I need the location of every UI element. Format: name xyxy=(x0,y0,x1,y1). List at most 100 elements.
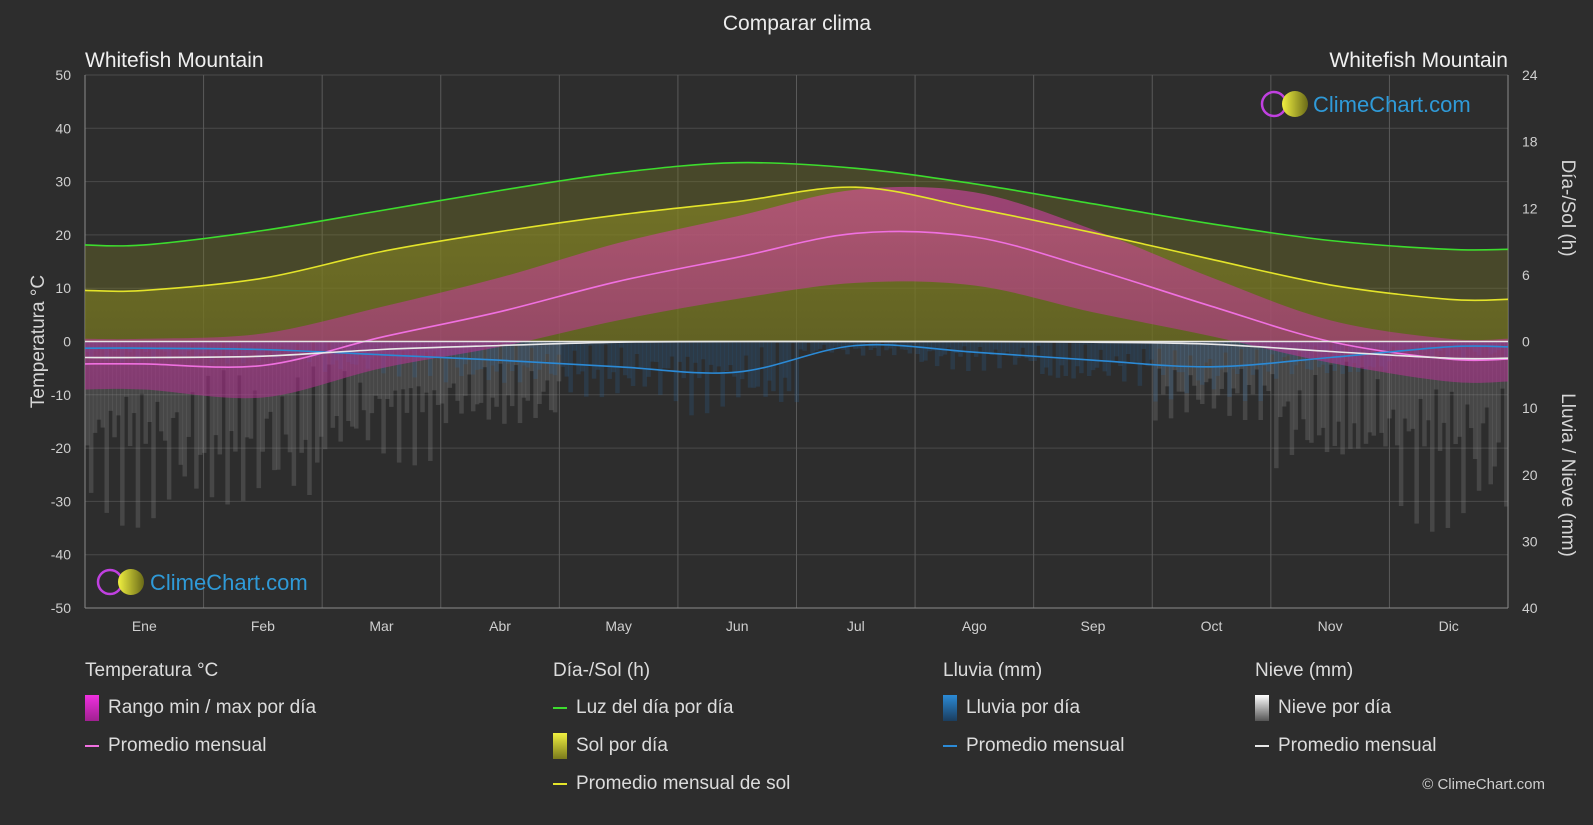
rain-day-bar xyxy=(1258,341,1263,402)
snow-day-bar xyxy=(1172,341,1178,371)
rain-day-bar xyxy=(810,341,815,354)
snow-day-bar xyxy=(1200,341,1205,405)
rain-day-bar xyxy=(1231,341,1236,369)
rain-day-bar xyxy=(732,341,737,377)
snow-day-bar xyxy=(287,341,293,453)
snow-day-bar xyxy=(548,341,554,411)
rain-day-bar xyxy=(864,341,870,344)
snow-day-bar xyxy=(396,341,402,463)
rain-day-bar xyxy=(1133,341,1139,362)
rain-day-bar xyxy=(1211,341,1217,390)
legend-snow-avg: Promedio mensual xyxy=(1255,734,1436,758)
snow-day-bar xyxy=(529,341,534,372)
snow-day-bar xyxy=(1161,341,1166,395)
snow-day-bar xyxy=(256,341,262,489)
right-tick-label-sun: 24 xyxy=(1522,67,1538,83)
snow-day-bar xyxy=(1188,341,1193,376)
snow-day-bar xyxy=(330,341,336,428)
legend-rain: Lluvia (mm) Lluvia por día Promedio mens… xyxy=(943,660,1124,772)
rain-day-bar xyxy=(681,341,686,379)
logo-bottom: ClimeChart.com xyxy=(96,568,308,596)
rain-day-bar xyxy=(630,341,636,386)
rain-day-bar xyxy=(1075,341,1080,367)
snow-day-bar xyxy=(389,341,394,407)
rain-day-bar xyxy=(568,341,573,393)
snow-day-bar xyxy=(451,341,456,384)
rain-day-bar xyxy=(1036,341,1041,346)
snow-day-bar xyxy=(1207,341,1213,379)
rain-day-bar xyxy=(677,341,683,362)
rain-day-bar xyxy=(564,341,570,377)
snow-day-bar xyxy=(1184,341,1189,413)
rain-day-bar xyxy=(954,341,959,354)
rain-day-bar xyxy=(708,341,714,365)
rain-day-bar xyxy=(572,341,577,351)
snow-day-bar xyxy=(318,341,324,437)
snow-day-bar xyxy=(272,341,277,471)
rain-day-bar xyxy=(942,341,948,355)
snow-day-bar xyxy=(428,341,433,461)
rain-day-bar xyxy=(1242,341,1248,402)
month-label: Ago xyxy=(962,618,987,634)
snow-day-bar xyxy=(1391,341,1396,410)
snow-day-bar xyxy=(1352,341,1357,424)
snow-day-bar xyxy=(1223,341,1228,373)
temp-avg-swatch xyxy=(85,745,99,747)
snow-day-bar xyxy=(1504,341,1509,507)
rain-day-bar xyxy=(537,341,542,370)
snow-day-bar xyxy=(545,341,550,381)
snow-day-bar xyxy=(1250,341,1256,395)
right-tick-label-precip: 10 xyxy=(1522,400,1538,416)
rain-day-bar xyxy=(1172,341,1178,351)
snow-day-bar xyxy=(361,341,367,411)
month-label: Abr xyxy=(489,618,511,634)
snow-day-bar xyxy=(502,341,507,424)
snow-day-bar xyxy=(385,341,390,399)
rain-day-bar xyxy=(689,341,694,416)
snow-day-bar xyxy=(525,341,531,401)
legend-snow-day: Nieve por día xyxy=(1255,695,1436,721)
left-tick-label: 10 xyxy=(55,280,71,296)
right-tick-label-sun: 12 xyxy=(1522,200,1538,216)
rain-day-bar xyxy=(455,341,460,368)
snow-day-bar xyxy=(1398,341,1404,507)
snow-day-bar xyxy=(201,341,207,453)
snow-day-bar xyxy=(1266,341,1271,392)
rain-day-bar xyxy=(1235,341,1240,375)
legend-snow-avg-label: Promedio mensual xyxy=(1278,735,1437,756)
snow-day-bar xyxy=(276,341,281,470)
rain-day-bar xyxy=(782,341,788,378)
snow-day-bar xyxy=(377,341,382,399)
snow-day-bar xyxy=(1340,341,1345,455)
rain-day-bar xyxy=(895,341,901,344)
rain-day-bar xyxy=(1184,341,1189,394)
snow-day-bar xyxy=(1367,341,1373,433)
rain-day-bar xyxy=(833,341,839,347)
rain-day-bar xyxy=(1125,341,1131,355)
snow-day-bar xyxy=(303,341,308,440)
legend-rain-day-label: Lluvia por día xyxy=(966,697,1081,718)
right-tick-label-precip: 30 xyxy=(1522,533,1538,549)
rain-day-bar xyxy=(552,341,558,376)
rain-day-bar xyxy=(1122,341,1127,382)
rain-day-bar xyxy=(712,341,718,374)
rain-day-bar xyxy=(1266,341,1271,372)
snow-day-bar xyxy=(104,341,109,513)
rain-swatch xyxy=(943,695,957,721)
snow-day-bar xyxy=(381,341,386,454)
rain-day-bar xyxy=(1164,341,1170,367)
rain-avg-line xyxy=(84,343,1509,374)
location-left: Whitefish Mountain xyxy=(85,49,264,72)
left-tick-label: -10 xyxy=(51,387,71,403)
left-tick-label: 50 xyxy=(55,67,71,83)
snow-day-bar xyxy=(470,341,476,412)
left-tick-label: 30 xyxy=(55,174,71,190)
month-label: Feb xyxy=(251,618,275,634)
rain-day-bar xyxy=(817,341,823,349)
right-tick-label-precip: 40 xyxy=(1522,600,1538,616)
rain-day-bar xyxy=(884,341,889,351)
snow-day-bar xyxy=(1387,341,1392,419)
snow-day-bar xyxy=(1219,341,1224,389)
snow-day-bar xyxy=(1430,341,1435,532)
snow-day-bar xyxy=(1281,341,1287,407)
